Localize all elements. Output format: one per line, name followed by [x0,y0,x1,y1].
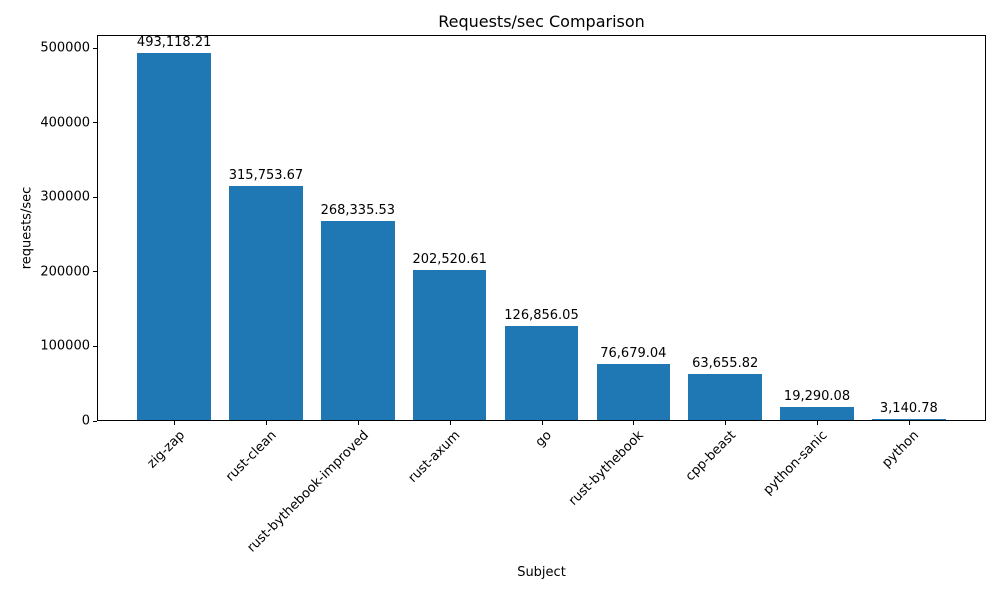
bar [229,185,303,421]
x-axis-tick [265,421,267,425]
x-tick-label: python [879,428,923,471]
bar-value-label: 126,856.05 [504,308,579,324]
y-tick-label: 500000 [40,40,90,56]
y-axis-label: requests/sec [19,186,35,270]
bar [780,406,854,421]
bar [137,53,211,421]
x-tick-label: cpp-beast [682,428,739,485]
x-axis-tick [725,421,727,425]
bar-value-label: 268,335.53 [320,202,396,218]
x-axis-tick [449,421,451,425]
bar-value-label: 76,679.04 [600,345,667,361]
bar [321,220,395,421]
y-tick-label: 300000 [40,189,90,205]
y-tick-label: 200000 [40,264,90,280]
x-axis-tick [541,421,543,425]
y-axis-tick [93,196,97,198]
x-tick-label: python-sanic [760,428,831,498]
bar-value-label: 3,140.78 [879,400,938,416]
bar-value-label: 19,290.08 [783,388,851,404]
y-axis-tick [93,122,97,124]
x-tick-label: rust-bythebook [566,428,647,509]
chart-title: Requests/sec Comparison [438,12,645,31]
bar [412,270,487,421]
y-axis-tick [93,47,97,49]
y-tick-label: 400000 [40,115,90,131]
x-tick-label: rust-axum [405,428,464,486]
bar [872,418,946,421]
x-axis-tick [357,421,359,425]
x-axis-tick [633,421,635,425]
bar-value-label: 493,118.21 [136,35,212,51]
bar [504,326,579,421]
x-axis-tick [817,421,819,425]
y-axis-tick [93,420,97,422]
bar [688,373,762,421]
y-tick-label: 100000 [40,338,90,354]
bar [596,363,671,421]
x-tick-label: rust-clean [222,428,280,485]
y-tick-label: 0 [81,413,90,429]
x-axis-tick [908,421,910,425]
bar-value-label: 315,753.67 [228,167,304,183]
x-axis-label: Subject [517,565,566,580]
bar-value-label: 202,520.61 [412,252,487,268]
bar-value-label: 63,655.82 [692,355,759,371]
y-axis-tick [93,345,97,347]
x-tick-label: go [533,428,556,451]
y-axis-tick [93,271,97,273]
x-tick-label: zig-zap [144,428,188,472]
x-axis-tick [174,421,176,425]
